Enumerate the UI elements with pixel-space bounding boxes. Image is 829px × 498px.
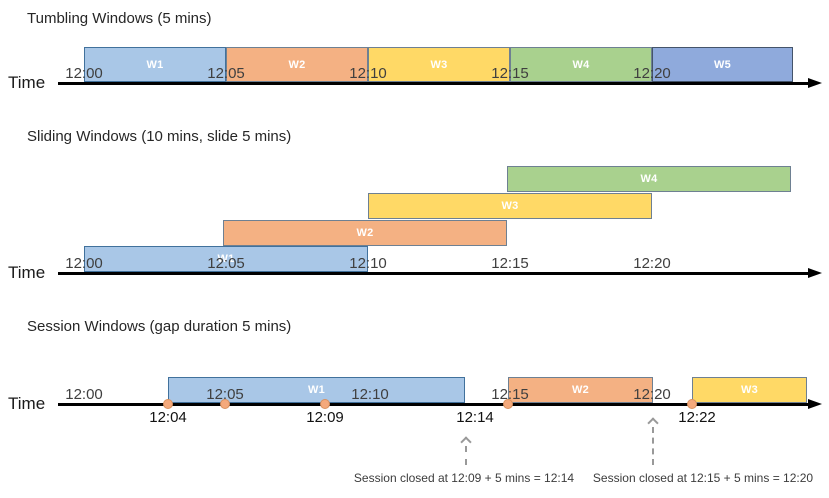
axis-tick-label: 12:15 — [491, 386, 529, 403]
window-label: W1 — [217, 253, 235, 265]
window-label: W4 — [572, 58, 590, 71]
event-time-label: 12:22 — [678, 409, 716, 426]
session-window-w2: W2 — [508, 377, 653, 403]
session-close-annotation: Session closed at 12:09 + 5 mins = 12:14 — [353, 471, 575, 485]
sliding-windows-title: Sliding Windows (10 mins, slide 5 mins) — [27, 128, 292, 145]
window-label: W2 — [288, 58, 306, 71]
axis-tick-label: 12:05 — [207, 255, 245, 272]
window-label: W2 — [571, 384, 590, 396]
tumbling-window-w4: W4 — [510, 47, 652, 82]
tumbling-window-w3: W3 — [368, 47, 510, 82]
sliding-window-w4: W4 — [507, 166, 791, 192]
event-dot — [163, 399, 173, 409]
event-dot — [320, 399, 330, 409]
tumbling-window-w2: W2 — [226, 47, 368, 82]
time-axis-label: Time — [8, 73, 46, 92]
session-window-w3: W3 — [692, 377, 807, 403]
time-axis — [58, 403, 810, 406]
tumbling-window-w5: W5 — [652, 47, 793, 82]
axis-tick-label: 12:00 — [65, 255, 103, 272]
axis-tick-label: 12:10 — [349, 65, 387, 82]
event-time-label: 12:09 — [306, 409, 344, 426]
axis-tick-label: 12:20 — [633, 386, 671, 403]
annotation-arrow-line — [652, 427, 654, 465]
event-dot — [503, 399, 513, 409]
window-label: W2 — [356, 227, 374, 239]
window-label: W3 — [501, 200, 519, 212]
event-time-label: 12:14 — [456, 409, 494, 426]
axis-tick-label: 12:00 — [65, 65, 103, 82]
event-dot — [220, 399, 230, 409]
window-label: W1 — [146, 58, 164, 71]
window-label: W3 — [430, 58, 448, 71]
axis-tick-label: 12:10 — [349, 255, 387, 272]
time-axis — [58, 272, 810, 275]
session-close-annotation: Session closed at 12:15 + 5 mins = 12:20 — [592, 471, 814, 485]
axis-tick-label: 12:15 — [491, 65, 529, 82]
axis-tick-label: 12:00 — [65, 386, 103, 403]
time-axis-label: Time — [8, 394, 46, 413]
axis-tick-label: 12:05 — [206, 386, 244, 403]
axis-tick-label: 12:20 — [633, 255, 671, 272]
window-label: W4 — [640, 173, 658, 185]
session-windows-title: Session Windows (gap duration 5 mins) — [27, 318, 292, 335]
event-time-label: 12:04 — [149, 409, 187, 426]
annotation-arrow-line — [465, 446, 467, 465]
sliding-window-w2: W2 — [223, 220, 507, 246]
time-axis — [58, 82, 810, 85]
sliding-window-w3: W3 — [368, 193, 652, 219]
axis-tick-label: 12:20 — [633, 65, 671, 82]
axis-arrowhead-icon — [808, 77, 822, 88]
event-dot — [687, 399, 697, 409]
time-axis-label: Time — [8, 263, 46, 282]
window-label: W5 — [713, 58, 732, 71]
axis-tick-label: 12:05 — [207, 65, 245, 82]
window-label: W1 — [307, 384, 326, 396]
axis-arrowhead-icon — [808, 267, 822, 278]
window-label: W3 — [740, 384, 759, 396]
tumbling-windows-title: Tumbling Windows (5 mins) — [27, 10, 212, 27]
session-window-w1: W1 — [168, 377, 465, 403]
axis-arrowhead-icon — [808, 398, 822, 409]
sliding-window-w1: W1 — [84, 246, 368, 272]
tumbling-window-w1: W1 — [84, 47, 226, 82]
axis-tick-label: 12:10 — [351, 386, 389, 403]
axis-tick-label: 12:15 — [491, 255, 529, 272]
